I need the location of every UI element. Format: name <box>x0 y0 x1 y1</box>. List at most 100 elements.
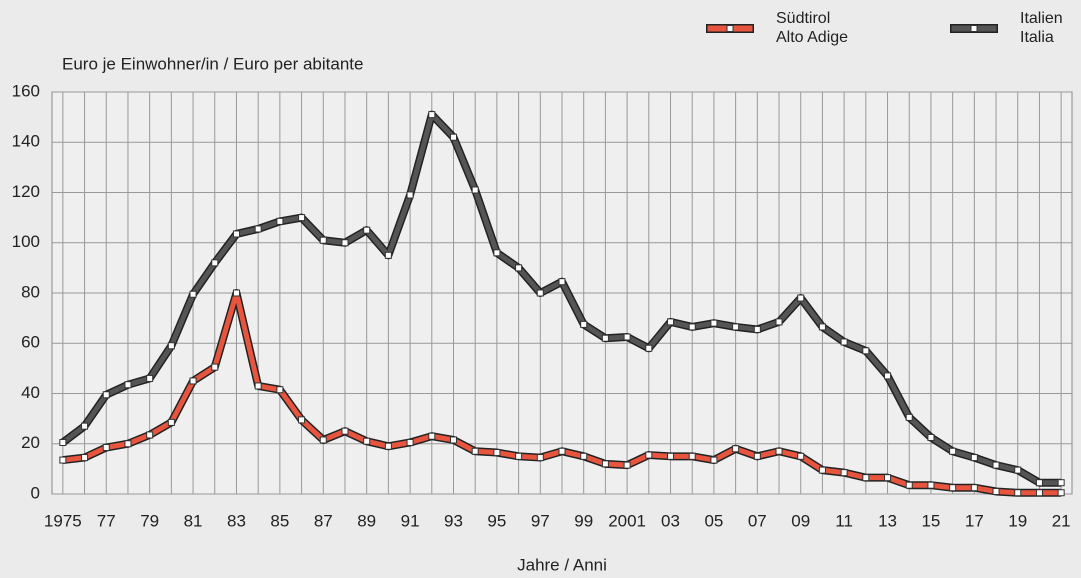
point <box>449 133 457 141</box>
point <box>905 413 913 421</box>
point <box>949 447 957 455</box>
point <box>167 418 175 426</box>
y-tick-label: 120 <box>12 182 40 201</box>
x-tick-label: 97 <box>531 511 550 530</box>
point <box>667 452 675 460</box>
point <box>775 447 783 455</box>
point <box>189 377 197 385</box>
point <box>493 449 501 457</box>
y-tick-label: 20 <box>21 433 40 452</box>
x-tick-label: 99 <box>574 511 593 530</box>
x-tick-label: 77 <box>97 511 116 530</box>
point <box>124 440 132 448</box>
point <box>927 433 935 441</box>
point <box>818 323 826 331</box>
x-axis-label: Jahre / Anni <box>517 555 607 574</box>
y-tick-label: 0 <box>31 483 40 502</box>
point <box>59 438 67 446</box>
point <box>601 334 609 342</box>
y-tick-label: 100 <box>12 232 40 251</box>
point <box>840 338 848 346</box>
x-tick-label: 05 <box>704 511 723 530</box>
point <box>927 481 935 489</box>
x-tick-label: 89 <box>357 511 376 530</box>
y-tick-label: 60 <box>21 333 40 352</box>
point <box>146 374 154 382</box>
x-tick-label: 83 <box>227 511 246 530</box>
point <box>558 278 566 286</box>
point <box>298 214 306 222</box>
y-tick-label: 140 <box>12 132 40 151</box>
legend-label: Südtirol Alto Adige <box>776 10 849 46</box>
point <box>884 474 892 482</box>
point <box>319 436 327 444</box>
x-tick-label: 2001 <box>608 511 646 530</box>
point <box>558 447 566 455</box>
point <box>276 386 284 394</box>
point <box>623 333 631 341</box>
x-tick-label: 87 <box>314 511 333 530</box>
point <box>276 217 284 225</box>
x-tick-label: 19 <box>1008 511 1027 530</box>
x-tick-label: 1975 <box>44 511 82 530</box>
point <box>992 487 1000 495</box>
point <box>471 186 479 194</box>
point <box>732 323 740 331</box>
point <box>341 239 349 247</box>
point <box>406 191 414 199</box>
x-tick-label: 81 <box>184 511 203 530</box>
point <box>840 469 848 477</box>
x-tick-label: 93 <box>444 511 463 530</box>
point <box>428 432 436 440</box>
point <box>536 289 544 297</box>
point <box>254 225 262 233</box>
point <box>688 323 696 331</box>
point <box>211 259 219 267</box>
point <box>298 416 306 424</box>
y-tick-label: 80 <box>21 282 40 301</box>
x-tick-label: 03 <box>661 511 680 530</box>
point <box>710 319 718 327</box>
point <box>884 372 892 380</box>
point <box>102 444 110 452</box>
point <box>667 318 675 326</box>
point <box>211 363 219 371</box>
point <box>428 111 436 119</box>
point <box>818 466 826 474</box>
legend-marker <box>970 25 978 32</box>
point <box>645 344 653 352</box>
point <box>775 318 783 326</box>
point <box>59 456 67 464</box>
point <box>1057 489 1065 497</box>
point <box>363 437 371 445</box>
point <box>81 422 89 430</box>
point <box>905 481 913 489</box>
point <box>970 454 978 462</box>
point <box>1014 489 1022 497</box>
point <box>753 452 761 460</box>
point <box>254 382 262 390</box>
point <box>167 342 175 350</box>
point <box>862 347 870 355</box>
point <box>493 249 501 257</box>
point <box>384 251 392 259</box>
y-tick-label: 160 <box>12 81 40 100</box>
x-tick-label: 17 <box>965 511 984 530</box>
x-tick-label: 13 <box>878 511 897 530</box>
point <box>124 381 132 389</box>
x-tick-label: 85 <box>270 511 289 530</box>
point <box>1014 466 1022 474</box>
point <box>580 320 588 328</box>
point <box>797 452 805 460</box>
point <box>862 474 870 482</box>
point <box>992 461 1000 469</box>
x-tick-label: 91 <box>401 511 420 530</box>
point <box>319 236 327 244</box>
point <box>601 460 609 468</box>
point <box>797 294 805 302</box>
point <box>384 442 392 450</box>
x-tick-label: 21 <box>1052 511 1071 530</box>
point <box>645 451 653 459</box>
point <box>232 230 240 238</box>
